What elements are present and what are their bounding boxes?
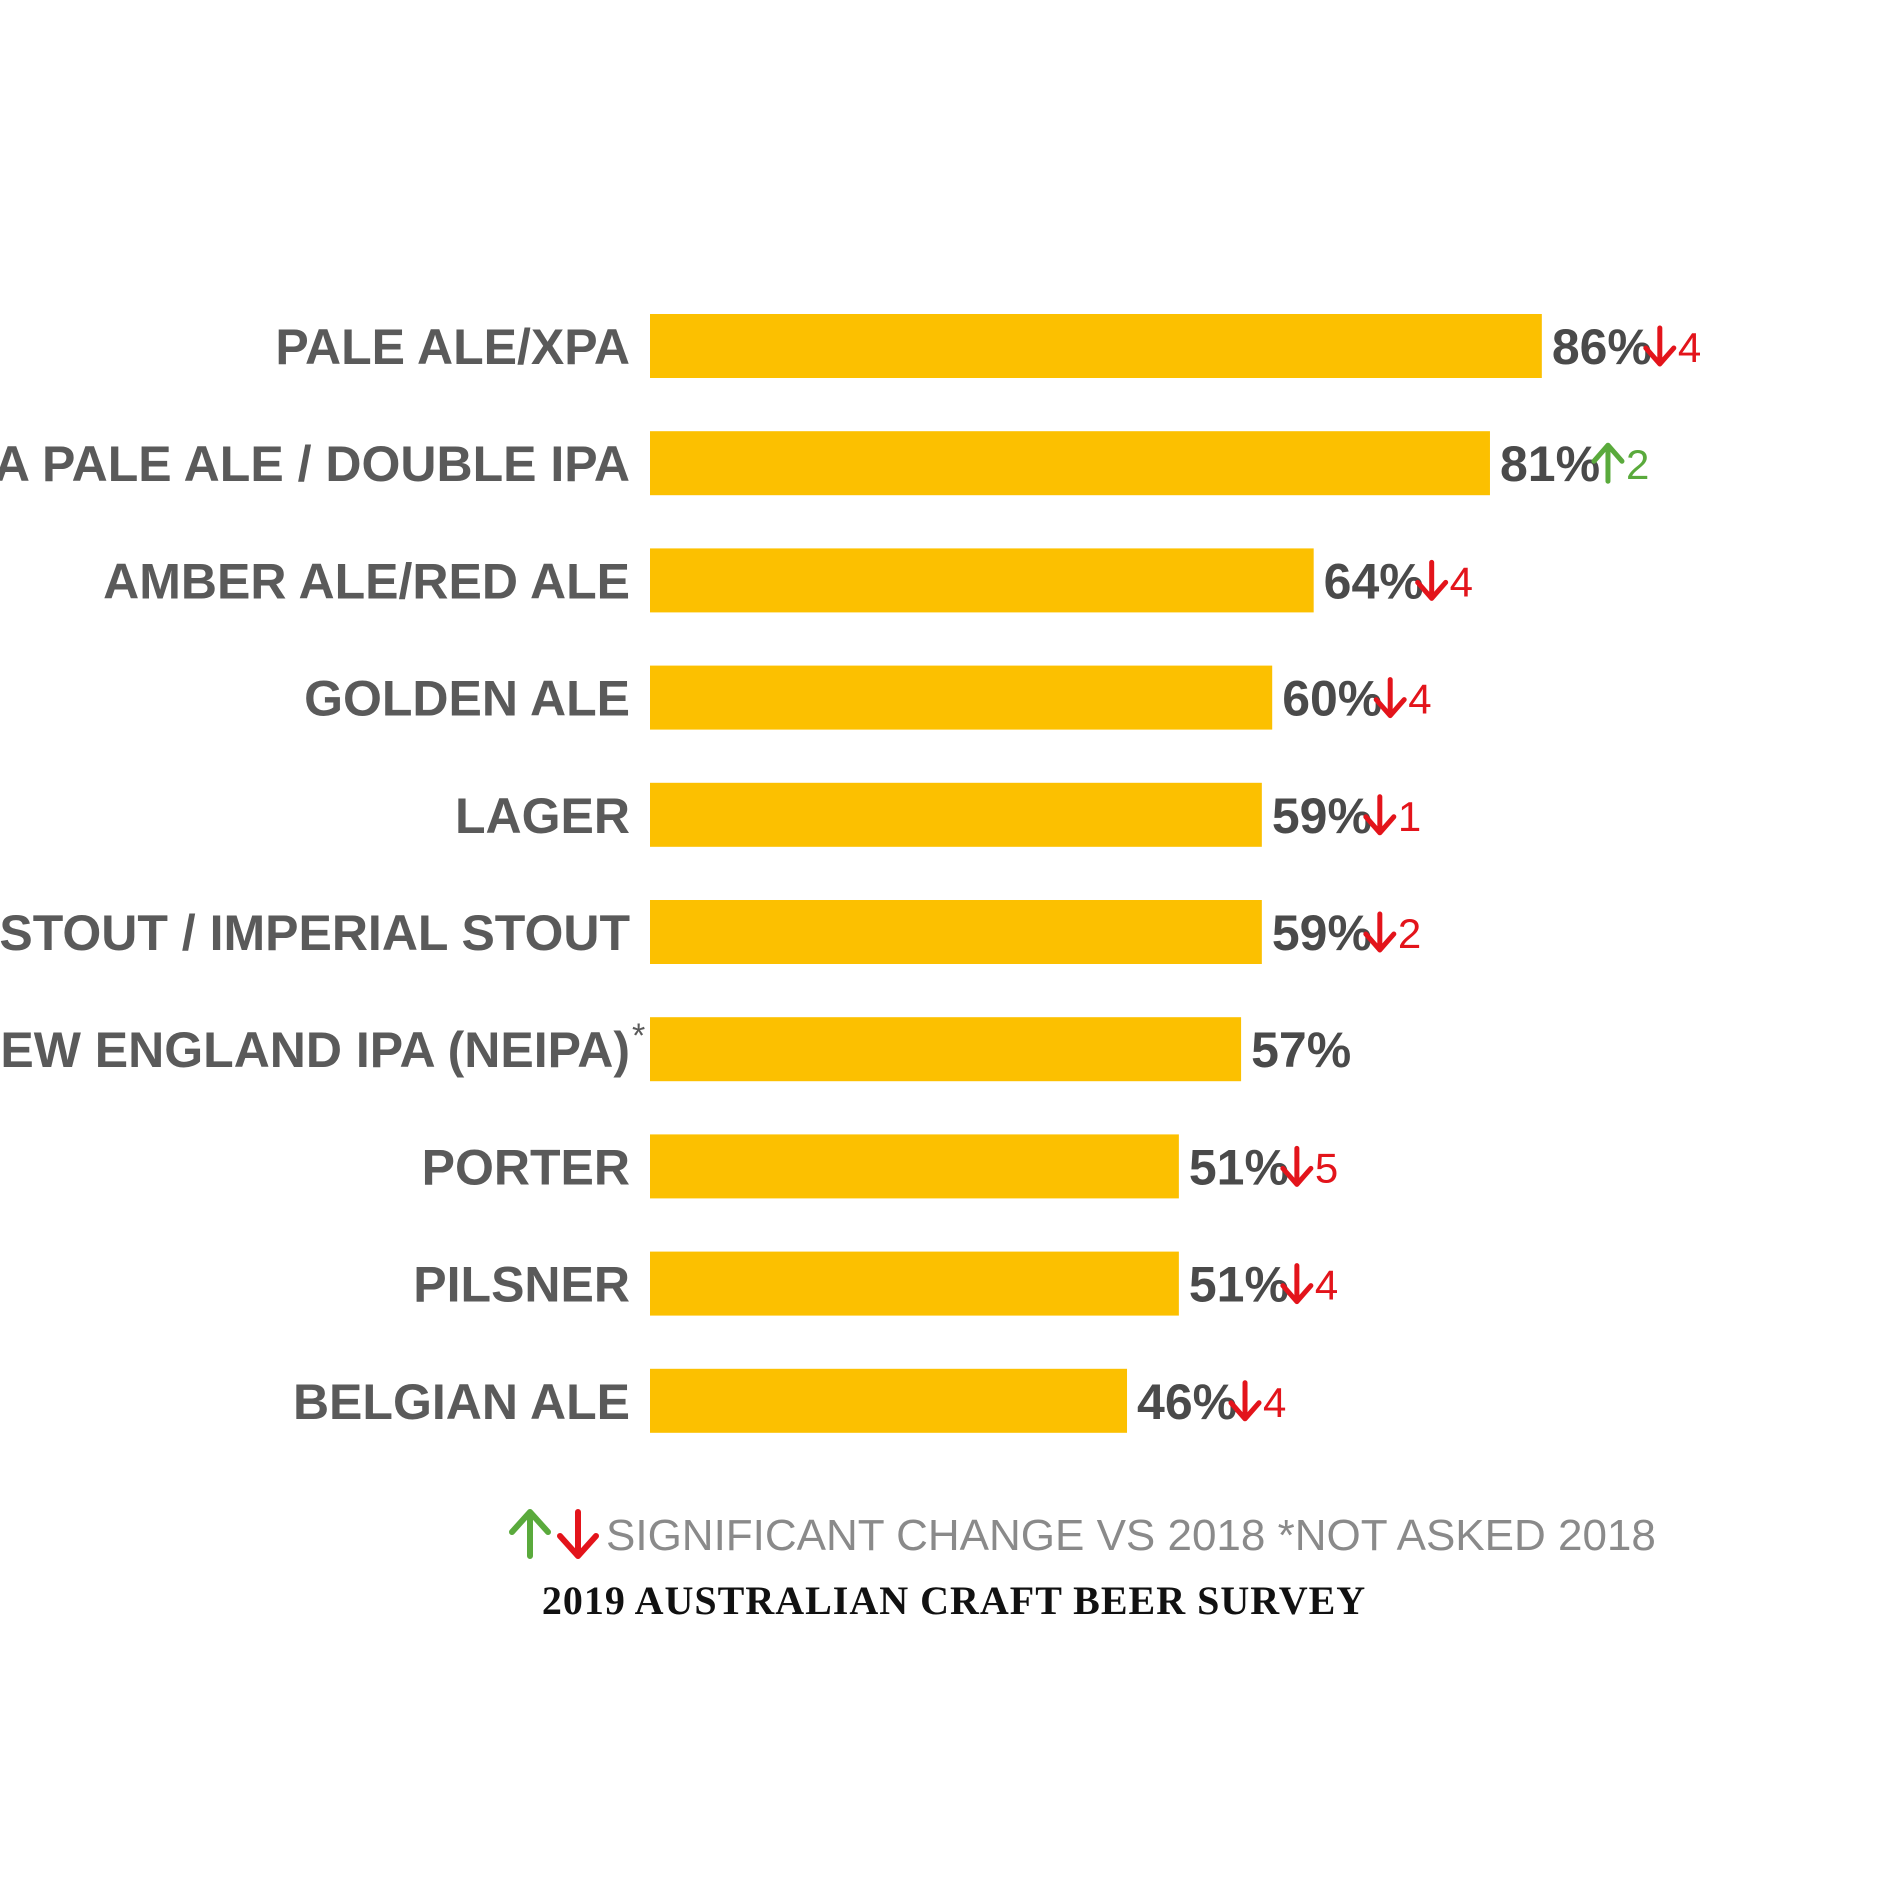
- value-label: 46%: [1137, 1374, 1237, 1430]
- value-label: 57%: [1251, 1022, 1351, 1078]
- bars-layer: PALE ALE/XPA 86% 4 INDIA PALE ALE / DOUBLE …: [0, 314, 1701, 1433]
- down-arrow-icon: [1228, 1380, 1262, 1422]
- category-label: AMBER ALE/RED ALE: [103, 553, 630, 609]
- bar: [650, 1017, 1242, 1082]
- bar-row: PILSNER 51% 4: [413, 1251, 1338, 1316]
- value-label: 81%: [1500, 436, 1600, 492]
- bar-row: GOLDEN ALE 60% 4: [304, 665, 1432, 730]
- bar-row: PORTER 51% 5: [422, 1134, 1338, 1199]
- bar: [650, 1368, 1128, 1433]
- bar-row: AMBER ALE/RED ALE 64% 4: [103, 548, 1473, 613]
- bar: [650, 1251, 1179, 1316]
- value-label: 59%: [1272, 788, 1372, 844]
- bar-row: NEW ENGLAND IPA (NEIPA) * 57%: [0, 1017, 1351, 1082]
- category-label: PILSNER: [413, 1257, 630, 1313]
- category-label: LAGER: [455, 788, 630, 844]
- change-amount: 4: [1408, 676, 1431, 723]
- change-amount: 2: [1626, 441, 1649, 488]
- legend-text: SIGNIFICANT CHANGE VS 2018 *NOT ASKED 20…: [606, 1511, 1656, 1560]
- bar-row: STOUT / IMPERIAL STOUT 59% 2: [0, 900, 1421, 964]
- category-label: GOLDEN ALE: [304, 671, 630, 727]
- bar: [650, 1134, 1179, 1199]
- category-label: BELGIAN ALE: [293, 1374, 630, 1430]
- bar-row: LAGER 59% 1: [455, 782, 1421, 847]
- change-amount: 4: [1678, 324, 1701, 371]
- bar: [650, 900, 1262, 964]
- value-label: 60%: [1282, 671, 1382, 727]
- value-label: 59%: [1272, 905, 1372, 961]
- value-label: 51%: [1189, 1257, 1289, 1313]
- bar: [650, 665, 1273, 730]
- down-arrow-icon: [1280, 1263, 1314, 1305]
- source-caption: 2019 AUSTRALIAN CRAFT BEER SURVEY: [542, 1578, 1366, 1623]
- value-label: 51%: [1189, 1139, 1289, 1195]
- category-label: NEW ENGLAND IPA (NEIPA): [0, 1022, 630, 1078]
- value-label: 64%: [1324, 553, 1424, 609]
- bar: [650, 548, 1314, 613]
- category-label: STOUT / IMPERIAL STOUT: [0, 905, 630, 961]
- asterisk-mark: *: [632, 1017, 645, 1055]
- down-arrow-icon: [1363, 794, 1397, 836]
- down-arrow-icon: [1643, 325, 1677, 367]
- up-arrow-icon: [509, 1509, 551, 1559]
- down-arrow-icon: [1415, 559, 1449, 601]
- bar-row: PALE ALE/XPA 86% 4: [275, 314, 1701, 378]
- bar: [650, 782, 1262, 847]
- change-amount: 4: [1450, 558, 1473, 605]
- down-arrow-icon: [1363, 911, 1397, 953]
- category-label: PORTER: [422, 1139, 630, 1195]
- change-amount: 2: [1398, 910, 1421, 957]
- value-label: 86%: [1552, 319, 1652, 375]
- bar: [650, 314, 1542, 378]
- down-arrow-icon: [1280, 1145, 1314, 1187]
- change-amount: 1: [1398, 793, 1421, 840]
- down-arrow-icon: [1373, 677, 1407, 719]
- category-label: INDIA PALE ALE / DOUBLE IPA: [0, 436, 630, 492]
- bar: [650, 431, 1490, 496]
- bar-row: INDIA PALE ALE / DOUBLE IPA 81% 2: [0, 431, 1649, 496]
- bar-row: BELGIAN ALE 46% 4: [293, 1368, 1286, 1433]
- change-amount: 5: [1315, 1144, 1338, 1191]
- category-label: PALE ALE/XPA: [275, 319, 630, 375]
- change-amount: 4: [1263, 1379, 1286, 1426]
- down-arrow-icon: [557, 1509, 599, 1559]
- up-arrow-icon: [1591, 442, 1625, 484]
- legend: SIGNIFICANT CHANGE VS 2018 *NOT ASKED 20…: [509, 1509, 1656, 1560]
- change-amount: 4: [1315, 1262, 1338, 1309]
